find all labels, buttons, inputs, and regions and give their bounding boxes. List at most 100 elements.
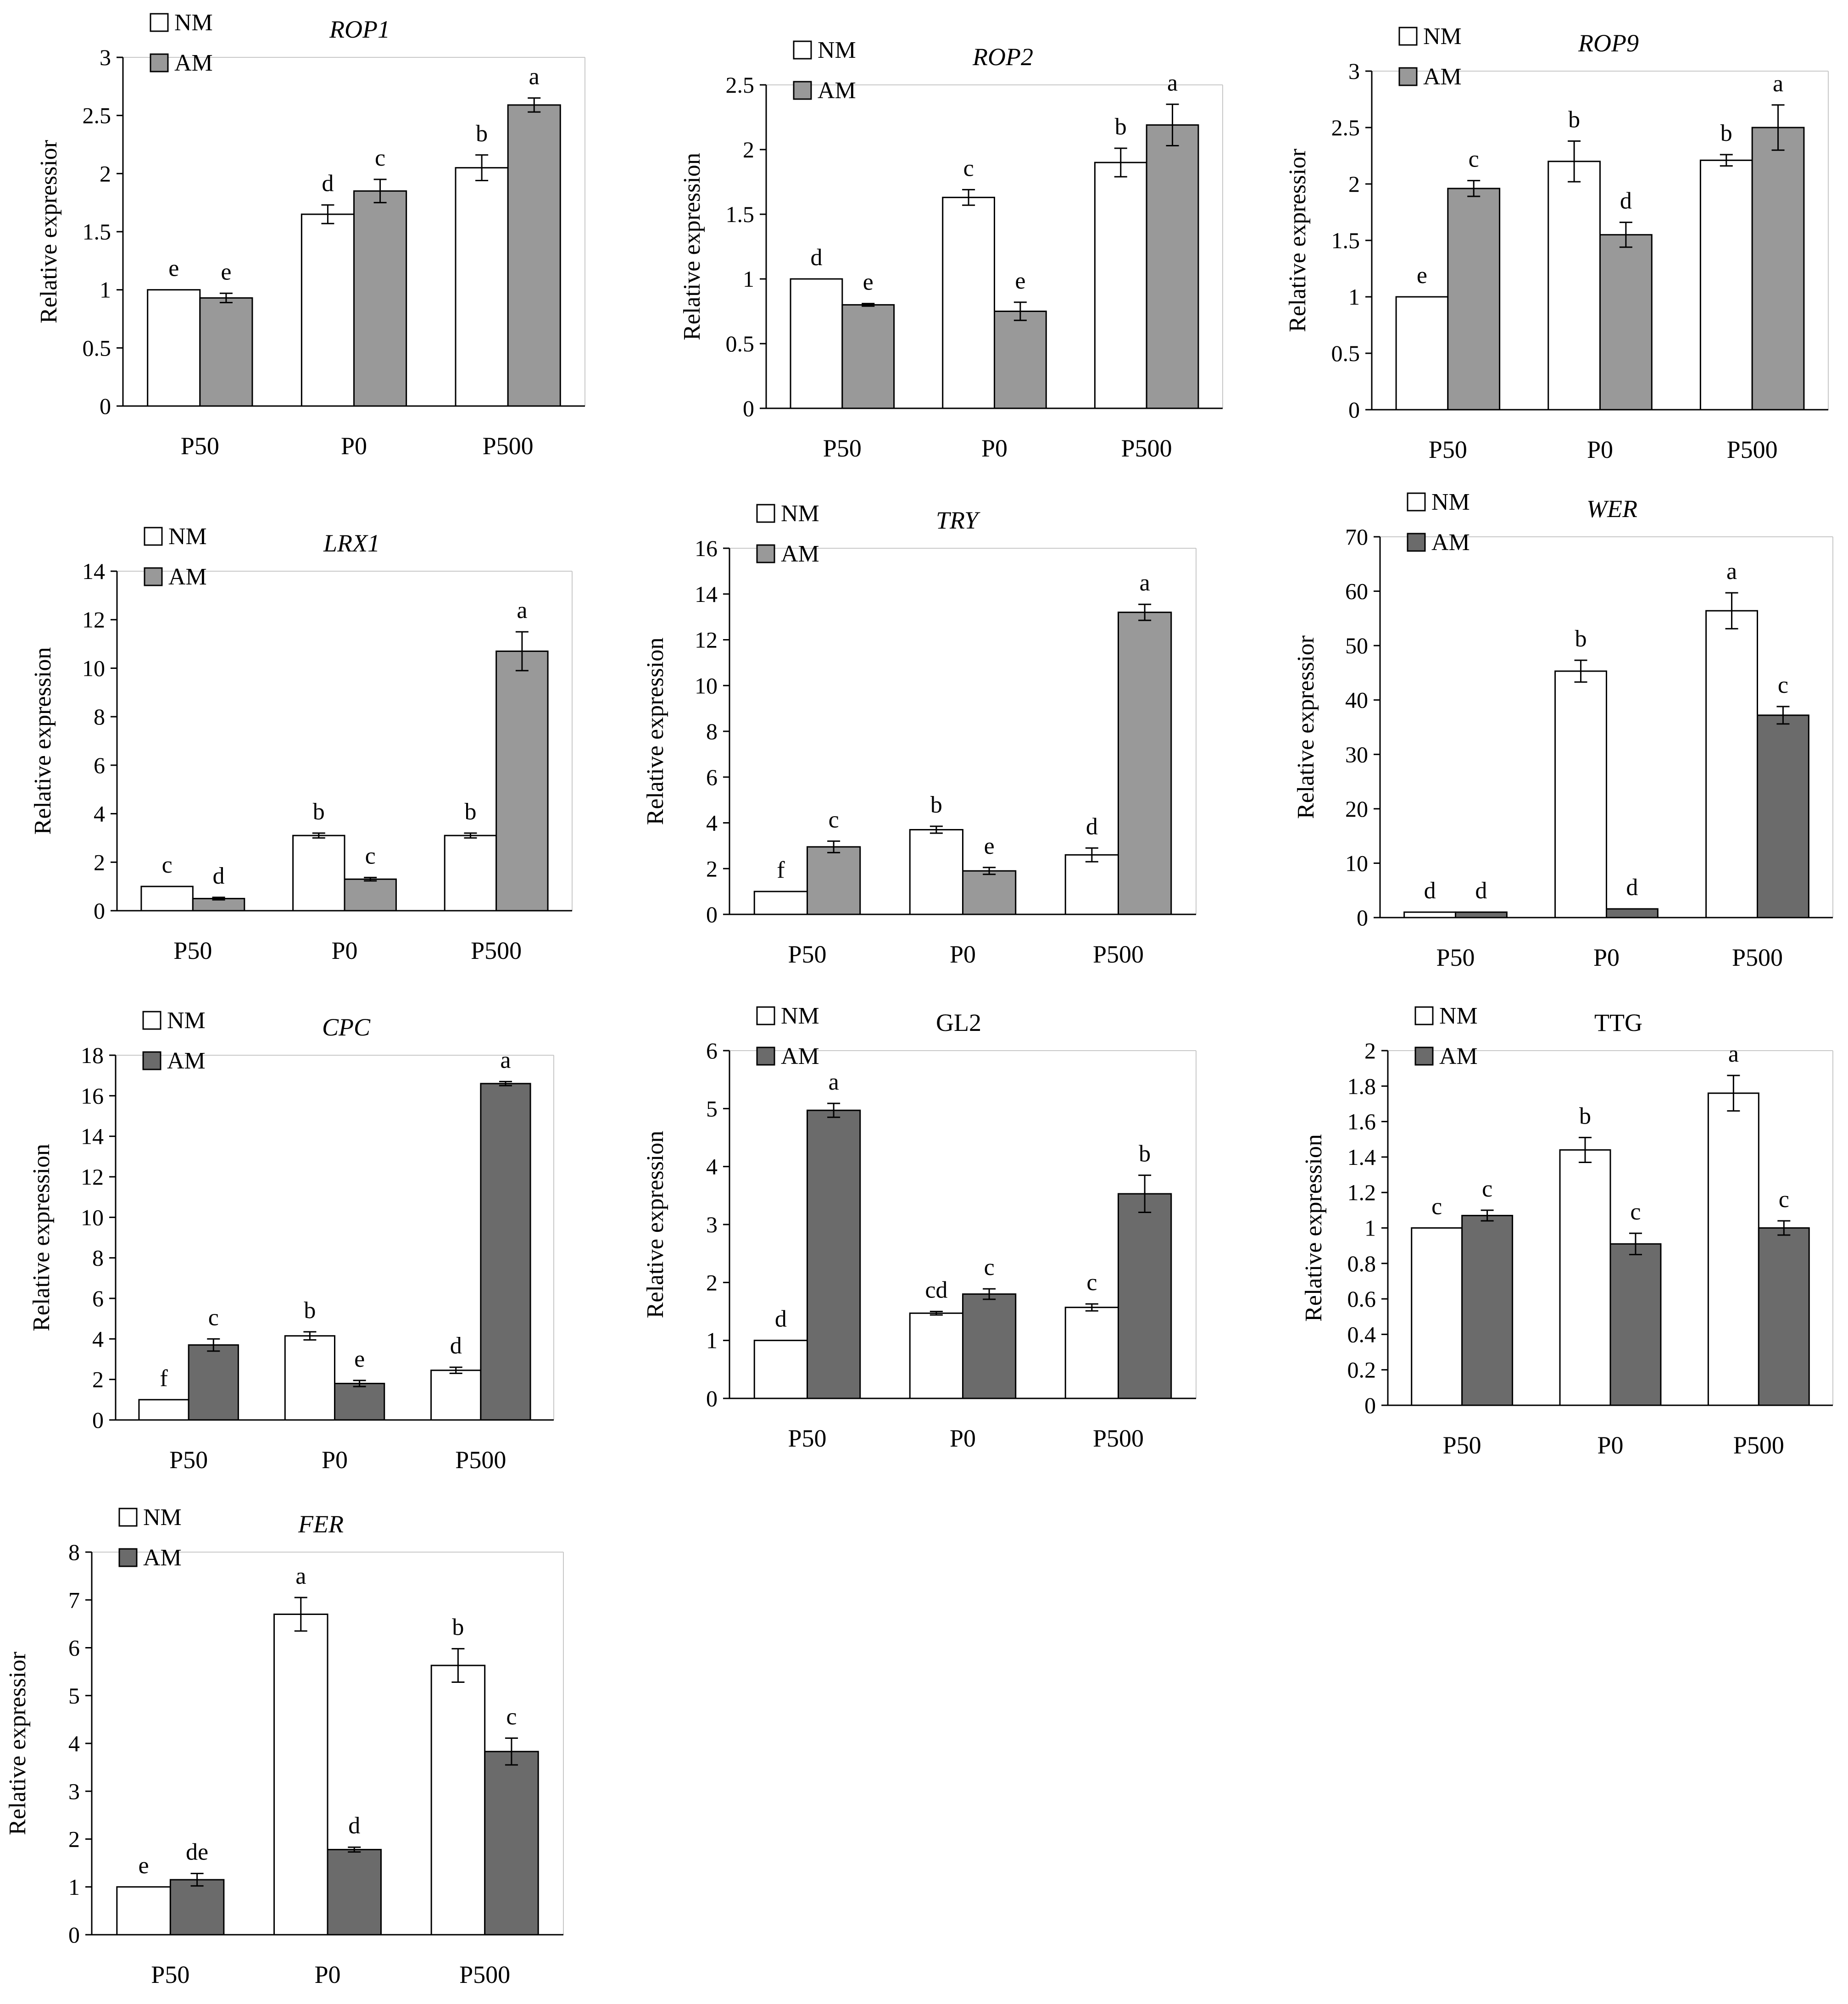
y-tick-label: 1.4 (1347, 1144, 1376, 1170)
significance-label: d (1086, 813, 1098, 840)
y-tick-label: 14 (695, 581, 718, 607)
bar-nm-p50 (140, 885, 194, 912)
panel-title: ROP2 (972, 43, 1033, 71)
bar-am-p500 (507, 104, 561, 407)
bar-am-p0 (353, 190, 407, 407)
bar-nm-p50 (138, 1399, 189, 1421)
y-tick-label: 0.8 (1347, 1251, 1376, 1276)
significance-label: c (1779, 1186, 1789, 1213)
y-tick-label: 5 (706, 1096, 718, 1121)
legend-label-am: AM (1423, 64, 1462, 90)
bar-am-p50 (841, 304, 895, 409)
bar-am-p0 (994, 311, 1047, 409)
significance-label: c (365, 843, 376, 869)
significance-label: b (1568, 107, 1580, 133)
y-tick-label: 3 (68, 1778, 80, 1804)
significance-label: b (464, 799, 476, 825)
chart-panel-try: 0 2 4 6 8 10 12 14 16 f c P50 b e P0 d a P500 Relative exp… (642, 501, 1197, 968)
significance-label: c (1630, 1199, 1641, 1225)
bar-nm-p50 (790, 278, 843, 409)
y-tick-label: 12 (81, 1164, 104, 1190)
x-category-label: P500 (1121, 434, 1172, 462)
legend-label-nm: NM (781, 501, 819, 527)
y-axis-title: Relative expression (642, 638, 668, 825)
bar-am-p50 (1455, 911, 1508, 918)
bar-nm-p500 (1707, 1092, 1759, 1406)
legend-swatch-nm (756, 504, 775, 523)
x-category-label: P50 (169, 1446, 208, 1474)
chart-panel-lrx1: 0 2 4 6 8 10 12 14 c d P50 b c P0 b a P500 Relative expre… (30, 523, 573, 964)
bar-nm-p500 (444, 835, 497, 912)
legend-swatch-am (150, 53, 169, 72)
significance-label: c (1086, 1269, 1097, 1296)
legend-label-am: AM (167, 1048, 206, 1074)
y-tick-label: 60 (1345, 579, 1368, 604)
bar-nm-p500 (1699, 159, 1753, 411)
significance-label: b (452, 1614, 464, 1641)
y-axis-title: Relative expression (28, 1144, 55, 1331)
bar-am-p0 (1609, 1243, 1662, 1406)
x-category-label: P0 (981, 434, 1007, 462)
y-tick-label: 6 (94, 752, 105, 778)
y-tick-label: 0 (100, 393, 111, 419)
bar-am-p500 (484, 1751, 539, 1936)
significance-label: e (863, 269, 874, 295)
y-tick-label: 14 (82, 558, 105, 584)
y-tick-label: 1.5 (726, 201, 755, 227)
x-category-label: P50 (181, 432, 219, 460)
legend-swatch-nm (150, 13, 169, 32)
bar-am-p0 (327, 1848, 382, 1936)
significance-label: e (168, 256, 179, 282)
significance-label: b (1579, 1103, 1591, 1129)
bar-nm-p500 (1094, 161, 1147, 409)
bar-nm-p0 (284, 1335, 335, 1421)
y-tick-label: 10 (695, 673, 718, 698)
significance-label: b (1575, 626, 1587, 652)
y-tick-label: 0 (1357, 905, 1368, 930)
significance-label: c (375, 145, 385, 171)
significance-label: d (775, 1306, 787, 1332)
significance-label: d (1620, 188, 1632, 214)
legend-swatch-am (118, 1548, 138, 1567)
x-category-label: P0 (331, 937, 357, 964)
legend-swatch-nm (142, 1011, 161, 1030)
y-tick-label: 5 (68, 1683, 80, 1709)
y-axis-title: Relative expressior (5, 1652, 31, 1835)
chart-panel-wer: 0 10 20 30 40 50 60 70 d d P50 b d P0 a c P500 Relative e… (1293, 489, 1833, 971)
x-category-label: P0 (950, 941, 976, 968)
x-category-label: P0 (322, 1446, 348, 1474)
y-tick-label: 8 (94, 704, 105, 729)
significance-label: c (1469, 146, 1479, 173)
chart-panel-rop9: 0 0.5 1 1.5 2 2.5 3 e c P50 b d P0 b a P500 Relative exp… (1285, 23, 1829, 463)
significance-label: b (930, 792, 942, 818)
x-category-label: P0 (314, 1961, 340, 1988)
bar-am-p500 (1757, 714, 1809, 918)
x-category-label: P500 (455, 1446, 506, 1474)
y-tick-label: 2 (100, 161, 111, 186)
y-tick-label: 70 (1345, 524, 1368, 550)
y-tick-label: 2.5 (83, 103, 111, 128)
y-tick-label: 4 (94, 801, 105, 827)
significance-label: b (1115, 114, 1127, 140)
bar-am-p500 (1118, 1193, 1172, 1399)
bar-am-p500 (495, 650, 549, 912)
y-axis-title: Relative expressior (1293, 635, 1319, 819)
bar-nm-p50 (753, 891, 808, 915)
legend-swatch-nm (1407, 492, 1426, 512)
significance-label: d (1424, 878, 1436, 904)
legend-label-nm: NM (1431, 489, 1470, 515)
bar-am-p0 (1606, 908, 1659, 918)
y-tick-label: 3 (100, 45, 111, 70)
significance-label: d (322, 171, 334, 197)
significance-label: e (1417, 262, 1427, 289)
legend-swatch-nm (793, 40, 812, 60)
y-tick-label: 8 (706, 718, 718, 744)
bar-nm-p0 (1554, 670, 1607, 918)
legend-label-am: AM (1431, 529, 1470, 556)
significance-label: a (1728, 1041, 1739, 1067)
x-category-label: P0 (950, 1425, 976, 1452)
significance-label: c (506, 1704, 517, 1730)
legend-label-am: AM (143, 1545, 182, 1571)
x-category-label: P50 (173, 937, 212, 964)
